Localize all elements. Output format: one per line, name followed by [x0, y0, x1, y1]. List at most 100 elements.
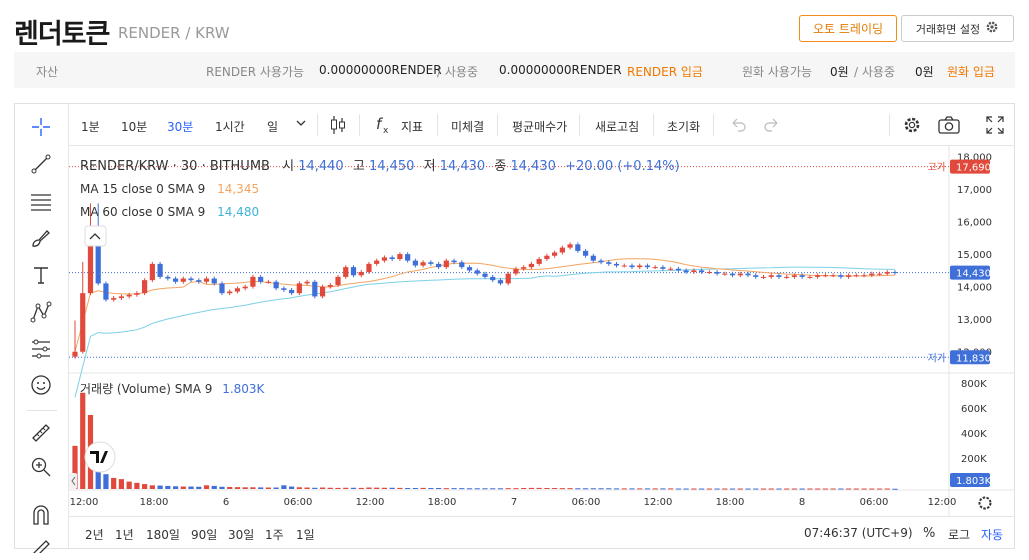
candle-body — [80, 293, 86, 352]
scroll-left-button[interactable] — [69, 473, 77, 489]
undo-icon[interactable] — [729, 115, 747, 136]
volume-bar — [428, 488, 434, 490]
legend-symbol: RENDER/KRW · 30 · BITHUMB — [80, 159, 270, 174]
candle-body — [629, 265, 635, 268]
candle-body — [234, 288, 241, 292]
ma15-legend: MA 15 close 0 SMA 9 14,345 — [80, 182, 259, 196]
range-1y[interactable]: 1년 — [115, 528, 134, 542]
auto-toggle[interactable]: 자동 — [981, 528, 1004, 542]
krw-deposit-link[interactable]: 원화 입금 — [947, 65, 995, 79]
pencil-lock-icon[interactable] — [28, 532, 54, 558]
candle-body — [474, 270, 480, 274]
avg-price-button[interactable]: 평균매수가 — [512, 120, 568, 134]
screen-settings-button[interactable]: 거래화면 설정 — [901, 15, 1014, 42]
time-tick: 12:00 — [356, 497, 385, 508]
candle-body — [876, 273, 883, 275]
candle-body — [126, 294, 132, 297]
fullscreen-icon[interactable] — [985, 115, 1005, 138]
range-90d[interactable]: 90일 — [191, 528, 218, 542]
settings-icon[interactable] — [901, 114, 923, 139]
asset-label: 자산 — [36, 65, 59, 79]
toolbar-divider — [889, 114, 890, 136]
pattern-icon[interactable] — [28, 299, 54, 325]
ma15-value: 14,345 — [217, 182, 259, 196]
auto-trading-button[interactable]: 오토 트레이딩 — [799, 15, 897, 42]
trendline-icon[interactable] — [28, 151, 54, 177]
interval-10m[interactable]: 10분 — [121, 120, 148, 134]
candle-body — [505, 273, 511, 284]
candle-body — [606, 262, 612, 264]
indicator-button[interactable]: 지표 — [401, 120, 424, 134]
title-row: 렌더토큰 RENDER / KRW 오토 트레이딩 거래화면 설정 — [14, 8, 1015, 50]
candle-body — [381, 257, 388, 261]
candle-body — [706, 272, 712, 274]
range-30d[interactable]: 30일 — [228, 528, 255, 542]
candle-body — [621, 265, 627, 267]
volume-bar — [219, 486, 225, 489]
redo-icon[interactable] — [763, 115, 781, 136]
percent-toggle[interactable]: % — [923, 526, 936, 541]
candle-type-icon[interactable] — [329, 114, 347, 139]
crosshair-icon[interactable] — [28, 114, 54, 140]
range-1w[interactable]: 1주 — [265, 528, 284, 542]
interval-day[interactable]: 일 — [267, 120, 279, 134]
volume-bar — [203, 485, 210, 489]
time-tick: 12:00 — [644, 497, 673, 508]
log-toggle[interactable]: 로그 — [948, 528, 971, 542]
chevron-down-icon[interactable] — [295, 115, 307, 134]
candle-body — [435, 263, 442, 268]
coin-pair: RENDER / KRW — [118, 24, 230, 42]
magnet-icon[interactable] — [28, 502, 54, 528]
low-label: 저가 — [928, 352, 946, 364]
toolbar-divider — [359, 114, 360, 136]
time-tick: 06:00 — [284, 497, 313, 508]
range-2y[interactable]: 2년 — [85, 528, 104, 542]
legend-high: 14,450 — [369, 159, 415, 174]
range-1d[interactable]: 1일 — [296, 528, 315, 542]
ruler-icon[interactable] — [28, 420, 54, 446]
candle-body — [567, 244, 573, 248]
candle-body — [544, 255, 550, 259]
candle-body — [273, 281, 279, 289]
volume-bar — [95, 458, 101, 489]
candle-body — [853, 275, 859, 277]
volume-bar — [768, 488, 774, 490]
prediction-icon[interactable] — [28, 336, 54, 362]
collapse-legend-button[interactable] — [84, 225, 107, 247]
candle-body — [203, 278, 210, 282]
fib-lines-icon[interactable] — [28, 188, 54, 214]
volume-bar — [699, 488, 705, 490]
refresh-button[interactable]: 새로고침 — [595, 120, 640, 134]
zoom-in-icon[interactable] — [28, 454, 54, 480]
volume-bar — [869, 488, 875, 490]
coin-deposit-link[interactable]: RENDER 입금 — [627, 65, 703, 79]
volume-bar — [760, 488, 767, 490]
candle-body — [227, 291, 233, 294]
reset-button[interactable]: 초기화 — [667, 120, 701, 134]
emoji-icon[interactable] — [28, 372, 54, 398]
price-chart[interactable]: 18,000 17,000 16,000 15,000 14,000 13,00… — [69, 146, 1014, 516]
price-tick: 13,000 — [957, 315, 992, 326]
volume-bar — [165, 485, 171, 489]
brush-icon[interactable] — [28, 225, 54, 251]
interval-1m[interactable]: 1분 — [81, 120, 100, 134]
volume-bar — [312, 487, 318, 489]
volume-bar — [745, 488, 751, 490]
candle-body — [149, 263, 155, 281]
interval-30m[interactable]: 30분 — [167, 120, 194, 134]
volume-bar — [853, 488, 859, 490]
text-icon[interactable] — [28, 262, 54, 288]
unfilled-button[interactable]: 미체결 — [451, 120, 485, 134]
camera-icon[interactable] — [937, 114, 961, 139]
candle-body — [420, 262, 426, 266]
candle-body — [799, 275, 805, 277]
coin-name: 렌더토큰 — [14, 19, 110, 50]
krw-inuse-label: / 사용중 — [854, 65, 895, 79]
interval-1h[interactable]: 1시간 — [215, 120, 245, 134]
range-180d[interactable]: 180일 — [146, 528, 180, 542]
svg-text:f: f — [376, 115, 384, 133]
volume-bar — [227, 487, 233, 489]
axis-settings-icon[interactable] — [978, 496, 992, 510]
